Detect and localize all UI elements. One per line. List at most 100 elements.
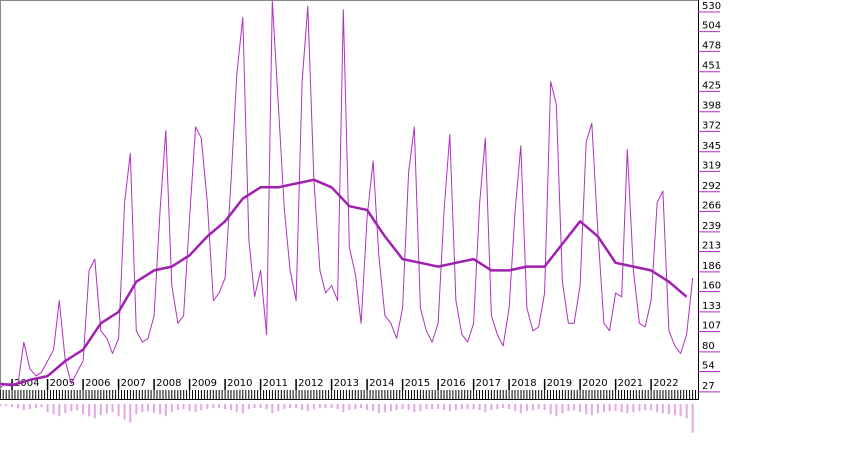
y-tick-label: 213 (702, 240, 721, 251)
lower-bar (93, 404, 96, 419)
lower-bar (76, 404, 79, 411)
lower-bar (661, 404, 664, 414)
lower-bar (0, 404, 2, 407)
lower-bar (360, 404, 363, 409)
x-tick-label: 2011 (263, 378, 288, 389)
y-tick-label: 186 (702, 261, 721, 272)
lower-bar (549, 404, 552, 415)
lower-bar (472, 404, 475, 410)
axis-comb (0, 390, 696, 399)
lower-bar (58, 404, 61, 417)
x-tick-label: 2019 (547, 378, 572, 389)
lower-bar (519, 404, 522, 414)
lower-bar (478, 404, 481, 411)
lower-bar (667, 404, 670, 415)
lower-bar (206, 404, 209, 410)
y-tick-label: 266 (702, 200, 721, 211)
lower-bar (336, 404, 339, 410)
y-tick-label: 80 (702, 341, 715, 352)
lower-bar (383, 404, 386, 413)
lower-bar (324, 404, 327, 409)
lower-bar (644, 404, 647, 411)
y-tick-label: 530 (702, 1, 721, 12)
lower-bar (52, 404, 55, 415)
x-tick-label: 2015 (405, 378, 430, 389)
lower-bar (111, 404, 114, 413)
lower-bar (561, 404, 564, 414)
lower-bar (484, 404, 487, 413)
lower-bar (176, 404, 179, 411)
x-tick-label: 2021 (618, 378, 643, 389)
x-tick-label: 2022 (653, 378, 678, 389)
lower-bar (401, 404, 404, 410)
lower-bar (454, 404, 457, 411)
lower-bar (247, 404, 250, 410)
lower-bar (88, 404, 91, 417)
lower-bar (614, 404, 617, 412)
lower-bar (230, 404, 233, 411)
lower-bar (407, 404, 410, 411)
x-tick-label: 2008 (156, 378, 181, 389)
lower-bar (129, 404, 132, 423)
lower-bar (182, 404, 185, 410)
y-tick-label: 239 (702, 221, 721, 232)
lower-bar (608, 404, 611, 412)
lower-bar (502, 404, 505, 409)
x-tick-label: 2020 (582, 378, 607, 389)
lower-bar (295, 404, 298, 409)
lower-bar (567, 404, 570, 412)
x-tick-label: 2010 (227, 378, 252, 389)
lower-bar (301, 404, 304, 411)
lower-bar (28, 404, 31, 410)
lower-bar (650, 404, 653, 411)
series-line (0, 0, 694, 388)
lower-bar (64, 404, 67, 414)
lower-bar (259, 404, 262, 409)
x-tick-label: 2014 (369, 378, 394, 389)
lower-bar (543, 404, 546, 411)
lower-bar (342, 404, 345, 413)
lower-bar (632, 404, 635, 413)
lower-bar (330, 404, 333, 409)
lower-bar (123, 404, 126, 420)
x-tick-label: 2005 (50, 378, 75, 389)
lower-bar (194, 404, 197, 413)
lower-bar (170, 404, 173, 413)
lower-bar (431, 404, 434, 410)
lower-bar (271, 404, 274, 414)
lower-bar (218, 404, 221, 409)
lower-bar (514, 404, 517, 412)
lower-bar (348, 404, 351, 411)
x-tick-label: 2018 (511, 378, 536, 389)
lower-bar (638, 404, 641, 412)
lower-bar (318, 404, 321, 409)
y-tick-label: 504 (702, 21, 721, 32)
lower-bar (164, 404, 167, 417)
y-tick-label: 319 (702, 160, 721, 171)
lower-bar (585, 404, 588, 415)
lower-bar (389, 404, 392, 412)
lower-bar (354, 404, 357, 410)
y-tick-label: 398 (702, 101, 721, 112)
lower-bar (265, 404, 268, 410)
lower-bar (46, 404, 49, 413)
lower-bar (573, 404, 576, 411)
lower-bar (5, 404, 8, 407)
lower-bar (419, 404, 422, 412)
y-tick-label: 478 (702, 40, 721, 51)
y-tick-label: 345 (702, 141, 721, 152)
lower-bar (395, 404, 398, 411)
lower-bar (200, 404, 203, 411)
y-tick-label: 425 (702, 80, 721, 91)
y-tick-label: 160 (702, 280, 721, 291)
lower-bar (159, 404, 162, 415)
lower-bar (105, 404, 108, 414)
lower-bar (366, 404, 369, 411)
lower-bar (153, 404, 156, 414)
lower-bar (685, 404, 688, 419)
y-tick-label: 133 (702, 301, 721, 312)
lower-bar (372, 404, 375, 412)
lower-bar (17, 404, 20, 409)
lower-bar (490, 404, 493, 411)
